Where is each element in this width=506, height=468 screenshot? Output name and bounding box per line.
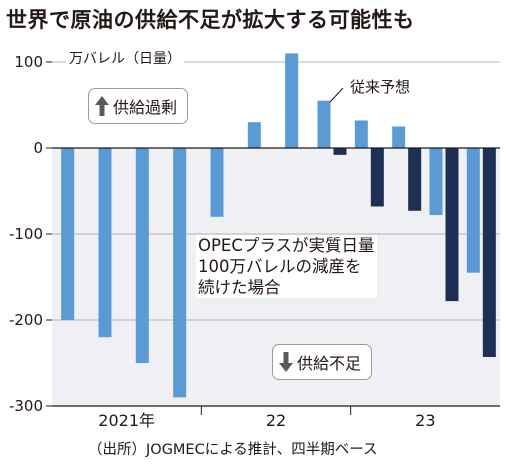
bar-cut-scenario-2023Q2 [408, 148, 422, 211]
forecast-label: 従来予想 [350, 78, 411, 96]
bar-cut-scenario-2023Q1 [370, 148, 384, 207]
x-group-label: 22 [266, 411, 286, 430]
surplus-label-box: 供給過剰 [88, 88, 189, 124]
bar-cut-scenario-2023Q4 [482, 148, 496, 357]
chart-title: 世界で原油の供給不足が拡大する可能性も [6, 8, 415, 32]
scenario-line-2: 100万バレルの減産を [198, 257, 362, 276]
x-axis-groups: 2021年 22 23 [98, 406, 436, 430]
arrow-up-icon [95, 96, 109, 116]
bar-baseline-2021Q2 [98, 148, 112, 338]
x-group-label: 23 [415, 411, 435, 430]
bar-cut-scenario-2023Q3 [445, 148, 459, 302]
bar-baseline-2023Q1 [354, 120, 368, 148]
y-tick-label: -100 [9, 225, 43, 243]
bar-baseline-2022Q1 [210, 148, 224, 217]
bar-baseline-2021Q3 [135, 148, 149, 363]
scenario-line-1: OPECプラスが実質日量 [198, 236, 375, 255]
forecast-leader-line [329, 87, 344, 103]
source-note: （出所）JOGMECによる推計、四半期ベース [88, 442, 378, 458]
scenario-annotation: OPECプラスが実質日量 100万バレルの減産を 続けた場合 [196, 235, 377, 298]
shortage-label: 供給不足 [297, 354, 362, 373]
bar-cut-scenario-2022Q4 [333, 148, 347, 155]
y-tick-label: -200 [9, 311, 43, 329]
y-tick-label: 100 [14, 53, 43, 71]
x-group-label: 2021年 [98, 411, 155, 430]
scenario-line-3: 続けた場合 [198, 278, 281, 297]
bar-baseline-2022Q3 [285, 53, 299, 148]
y-tick-label: 0 [33, 139, 43, 157]
bar-baseline-2023Q4 [466, 148, 480, 273]
y-axis-unit-label: 万バレル（日量） [66, 48, 184, 68]
bar-baseline-2021Q1 [61, 148, 75, 320]
bar-baseline-2021Q4 [173, 148, 187, 398]
bars [61, 53, 496, 398]
y-tick-label: -300 [9, 397, 43, 415]
y-axis-ticks: 100 0 -100 -200 -300 [9, 53, 52, 415]
bar-baseline-2022Q2 [247, 122, 261, 148]
arrow-down-icon [279, 352, 293, 372]
bar-baseline-2023Q3 [429, 148, 443, 216]
bar-baseline-2022Q4 [317, 100, 331, 148]
surplus-label: 供給過剰 [113, 98, 178, 117]
shortage-label-box: 供給不足 [272, 344, 373, 380]
bar-baseline-2023Q2 [392, 126, 406, 148]
